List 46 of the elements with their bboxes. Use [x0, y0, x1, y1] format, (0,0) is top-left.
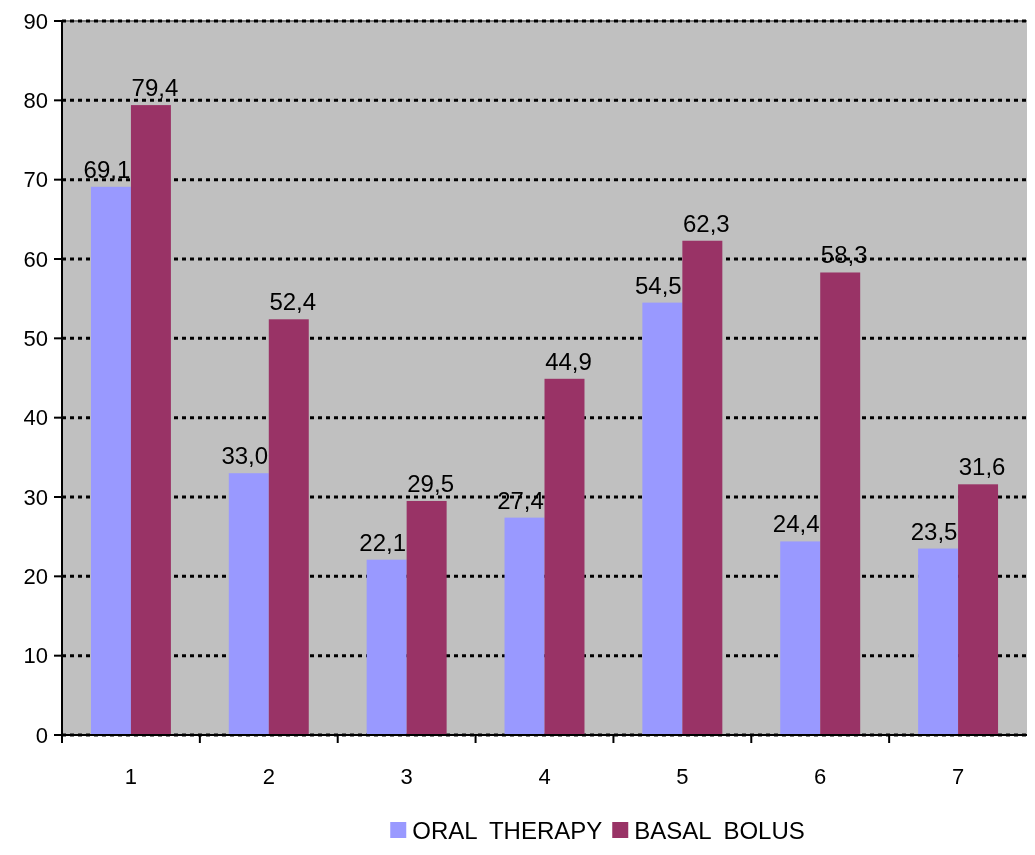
- bar: [820, 272, 861, 735]
- data-label: 54,5: [635, 271, 682, 299]
- x-tick-label: 1: [124, 764, 138, 789]
- data-label: 31,6: [958, 453, 1006, 481]
- bar: [366, 559, 407, 735]
- data-label: 62,3: [682, 209, 730, 237]
- y-tick-label: 0: [35, 722, 48, 748]
- data-label: 22,1: [359, 528, 407, 556]
- data-label: 33,0: [221, 442, 269, 470]
- legend-label: ORAL THERAPY: [412, 817, 603, 844]
- y-tick-label: 70: [23, 167, 48, 193]
- y-tick-label: 80: [23, 88, 48, 114]
- y-tick-label: 90: [23, 8, 48, 34]
- data-label: 23,5: [910, 517, 958, 545]
- data-label: 44,9: [545, 347, 592, 375]
- y-tick-label: 40: [23, 405, 48, 431]
- bar: [504, 517, 545, 735]
- x-tick-label: 2: [262, 764, 275, 789]
- data-label: 79,4: [131, 74, 179, 102]
- data-label: 29,5: [407, 469, 454, 497]
- bar: [130, 105, 171, 735]
- data-label: 69,1: [83, 155, 131, 183]
- bar: [642, 302, 683, 735]
- data-label: 24,4: [772, 510, 820, 538]
- bar: [958, 484, 999, 735]
- y-tick-label: 20: [23, 564, 48, 590]
- x-tick-label: 7: [951, 764, 965, 789]
- bar: [228, 473, 269, 735]
- bar: [780, 541, 821, 735]
- y-tick-label: 50: [23, 326, 48, 352]
- data-label: 27,4: [497, 486, 544, 514]
- bar: [90, 186, 131, 735]
- x-tick-label: 5: [676, 764, 689, 789]
- x-tick-label: 3: [400, 764, 413, 789]
- bar: [268, 319, 309, 735]
- x-tick-label: 4: [538, 764, 551, 789]
- legend-label: BASAL BOLUS: [634, 817, 805, 844]
- data-label: 52,4: [269, 288, 317, 316]
- x-tick-label: 6: [814, 764, 827, 789]
- bar: [682, 240, 723, 735]
- bar: [544, 378, 585, 735]
- y-tick-label: 30: [23, 484, 48, 510]
- bar: [406, 500, 447, 735]
- y-tick-label: 10: [23, 643, 48, 669]
- bar: [918, 548, 959, 735]
- y-tick-label: 60: [23, 246, 48, 272]
